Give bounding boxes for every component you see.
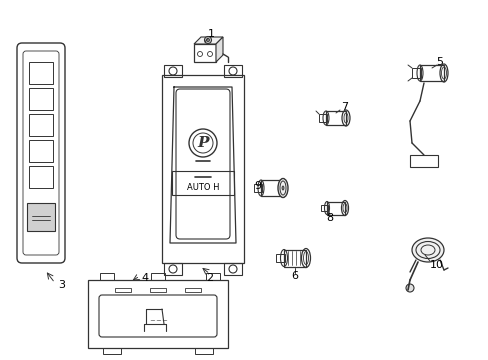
Bar	[29, 88, 53, 110]
Bar	[29, 114, 53, 136]
Polygon shape	[194, 37, 223, 44]
Bar	[27, 203, 55, 231]
Bar	[326, 202, 345, 215]
Text: 8: 8	[326, 213, 333, 223]
Bar	[325, 111, 346, 125]
Text: 9: 9	[254, 181, 261, 191]
Circle shape	[204, 36, 211, 44]
Text: 2: 2	[206, 273, 213, 283]
Ellipse shape	[282, 186, 284, 190]
Bar	[275, 254, 285, 262]
Text: P: P	[197, 136, 208, 150]
Bar	[163, 263, 182, 275]
Bar	[115, 288, 131, 292]
Ellipse shape	[411, 238, 443, 262]
Circle shape	[206, 39, 209, 41]
Bar	[163, 65, 182, 77]
Text: ~: ~	[149, 318, 155, 324]
Ellipse shape	[278, 179, 287, 198]
Bar	[162, 75, 244, 263]
Bar	[261, 180, 283, 196]
Bar	[253, 184, 262, 192]
Bar	[103, 348, 121, 354]
Text: 6: 6	[291, 271, 298, 281]
Bar	[194, 44, 216, 62]
Bar	[224, 263, 242, 275]
Bar	[29, 62, 53, 84]
Text: 4: 4	[141, 273, 148, 283]
Bar	[318, 114, 326, 122]
Text: 5: 5	[436, 57, 443, 67]
Text: AUTO H: AUTO H	[186, 183, 219, 192]
Text: 10: 10	[429, 260, 443, 270]
Bar	[172, 171, 234, 195]
Bar	[409, 155, 437, 167]
Bar	[411, 68, 420, 78]
Bar	[151, 273, 164, 280]
Polygon shape	[216, 37, 223, 62]
Bar	[88, 280, 227, 348]
Text: 7: 7	[341, 102, 348, 112]
Text: ~: ~	[155, 318, 161, 324]
Bar	[320, 205, 327, 211]
Bar	[150, 288, 165, 292]
Bar	[195, 348, 213, 354]
Bar	[184, 288, 201, 292]
Bar	[100, 273, 114, 280]
Bar	[419, 65, 443, 81]
Text: 3: 3	[59, 280, 65, 290]
Bar	[29, 140, 53, 162]
Bar	[205, 273, 220, 280]
Circle shape	[405, 284, 413, 292]
Bar	[284, 250, 305, 267]
Text: 1: 1	[207, 29, 214, 39]
Text: ~: ~	[161, 318, 166, 324]
Bar	[224, 65, 242, 77]
Bar	[29, 166, 53, 188]
